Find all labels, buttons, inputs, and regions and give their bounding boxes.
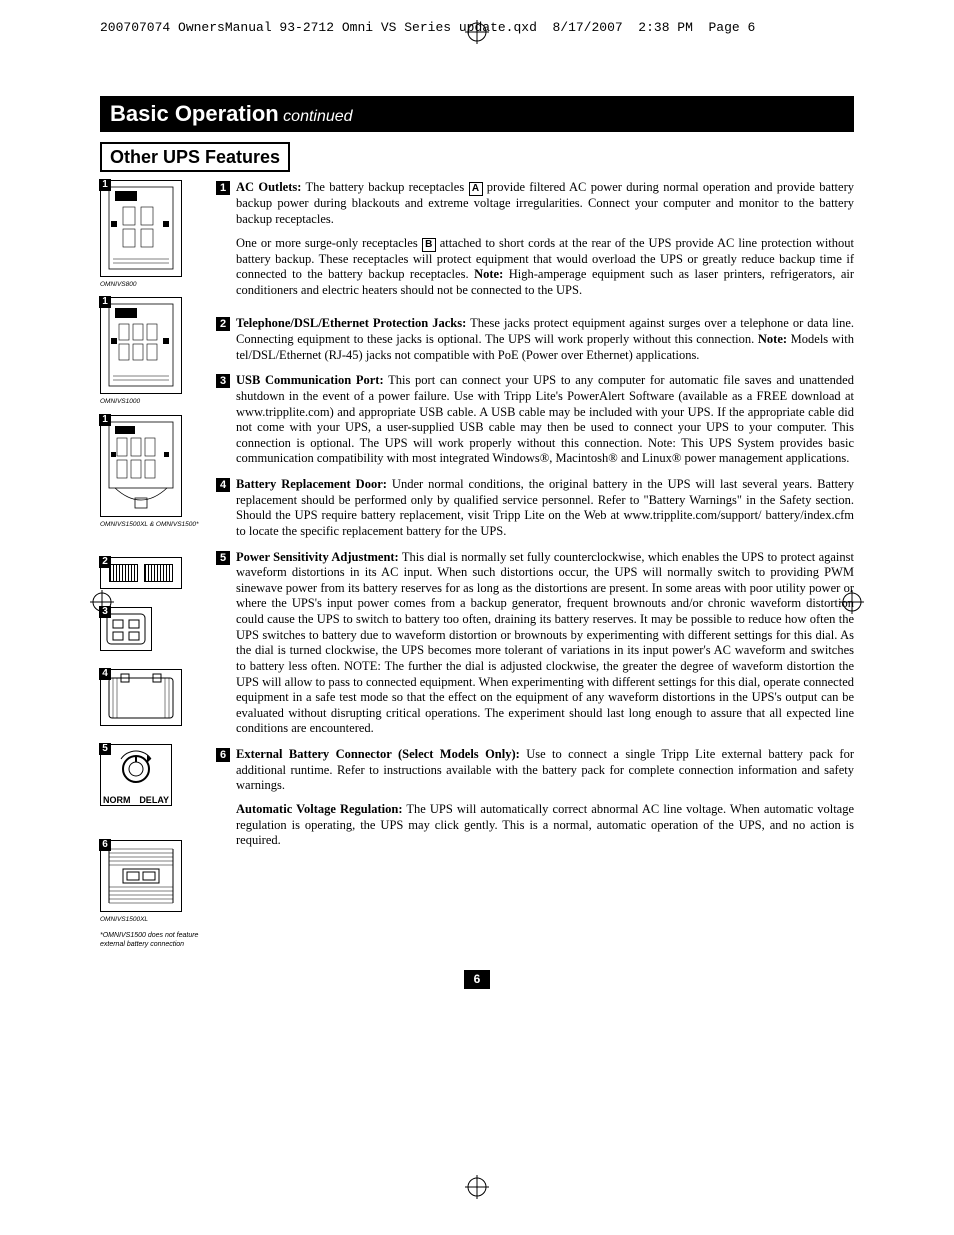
figure-3-usb-port: 3 [100, 607, 152, 651]
dial-label-norm: NORM [103, 795, 131, 806]
manual-page: 200707074 OwnersManual 93-2712 Omni VS S… [0, 0, 954, 1235]
subsection-heading: Other UPS Features [100, 142, 290, 173]
figure-1-omnivs800: 1 [100, 180, 182, 277]
letter-b-icon: B [422, 238, 436, 252]
figure-1b-caption: OMNIVS1000 [100, 398, 200, 406]
item1-lead: AC Outlets: [236, 180, 301, 194]
reg-mark-right [840, 590, 864, 614]
dial-label-delay: DELAY [139, 795, 169, 806]
figure-1a-caption: OMNIVS800 [100, 281, 200, 289]
feature-item-1: 1 AC Outlets: The battery backup recepta… [216, 180, 854, 306]
item2-lead: Telephone/DSL/Ethernet Protection Jacks: [236, 316, 466, 330]
feature-item-6: 6 External Battery Connector (Select Mod… [216, 747, 854, 857]
section-continued: continued [283, 108, 352, 125]
section-title: Basic Operation [110, 101, 279, 126]
feature-item-5: 5 Power Sensitivity Adjustment: This dia… [216, 550, 854, 738]
figure-1c-caption: OMNIVS1500XL & OMNIVS1500* [100, 521, 200, 529]
letter-a-icon: A [469, 182, 483, 196]
item4-lead: Battery Replacement Door: [236, 477, 387, 491]
avr-lead: Automatic Voltage Regulation: [236, 802, 403, 816]
section-banner: Basic Operation continued [100, 96, 854, 132]
figure-1-omnivs1000: 1 [100, 297, 182, 394]
page-number: 6 [100, 969, 854, 989]
item6-lead: External Battery Connector (Select Model… [236, 747, 520, 761]
figure-6-caption: OMNIVS1500XL [100, 916, 200, 924]
reg-mark-top [465, 20, 489, 44]
feature-item-2: 2 Telephone/DSL/Ethernet Protection Jack… [216, 316, 854, 363]
figure-6-ext-battery-connector: 6 [100, 840, 182, 912]
figure-1-omnivs1500: 1 [100, 415, 182, 517]
item3-lead: USB Communication Port: [236, 373, 384, 387]
item5-lead: Power Sensitivity Adjustment: [236, 550, 399, 564]
figure-5-sensitivity-dial: 5 NORM DELAY [100, 744, 172, 806]
footnote-text: *OMNIVS1500 does not feature external ba… [100, 932, 200, 950]
body-column: 1 AC Outlets: The battery backup recepta… [216, 180, 854, 949]
reg-mark-bottom [465, 1175, 489, 1199]
figure-2-rj45-jacks: 2 [100, 557, 182, 589]
feature-item-3: 3 USB Communication Port: This port can … [216, 373, 854, 467]
figure-4-battery-door: 4 [100, 669, 182, 726]
figure-column: 1 OMNIVS800 1 [100, 180, 200, 949]
feature-item-4: 4 Battery Replacement Door: Under normal… [216, 477, 854, 540]
